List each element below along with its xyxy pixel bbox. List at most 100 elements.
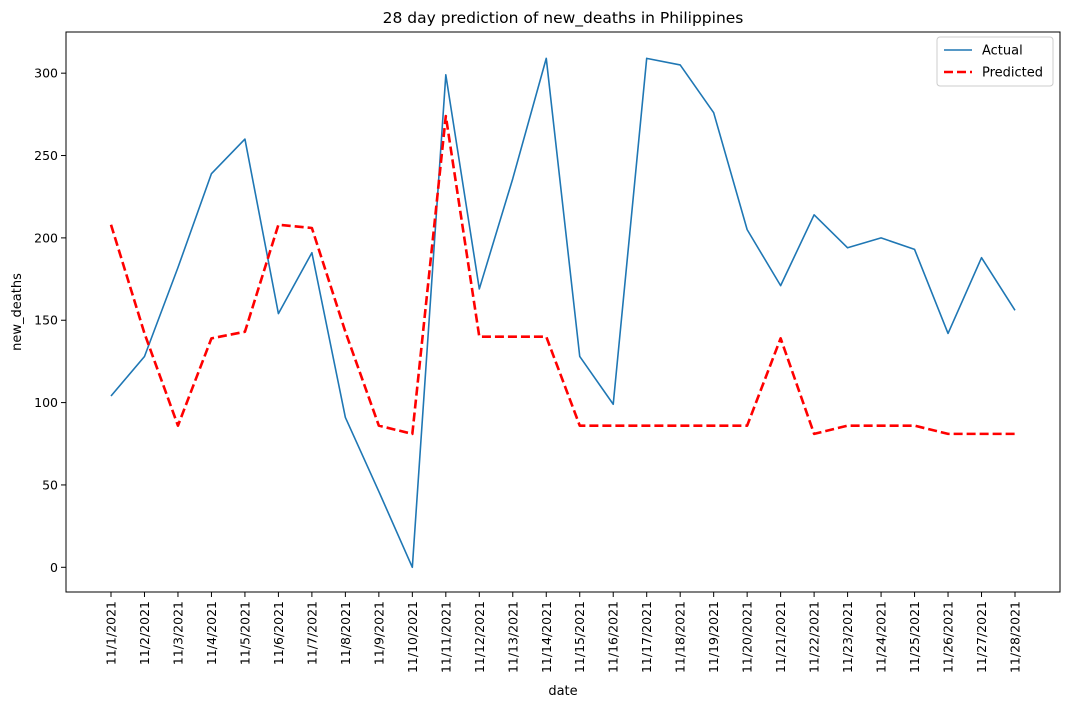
point-actual-10	[411, 566, 413, 568]
x-tick-label-13: 11/13/2021	[505, 601, 520, 673]
point-predicted-20	[746, 424, 748, 426]
point-predicted-21	[779, 337, 781, 339]
x-tick-label-23: 11/23/2021	[840, 601, 855, 673]
x-tick-label-16: 11/16/2021	[606, 601, 621, 673]
point-predicted-19	[712, 424, 714, 426]
point-predicted-17	[646, 424, 648, 426]
point-predicted-13	[512, 336, 514, 338]
y-tick-label-0: 0	[50, 560, 58, 575]
x-tick-label-3: 11/3/2021	[170, 601, 185, 665]
point-actual-12	[478, 288, 480, 290]
x-tick-label-19: 11/19/2021	[706, 601, 721, 673]
point-predicted-11	[445, 115, 447, 117]
x-tick-label-9: 11/9/2021	[371, 601, 386, 665]
point-predicted-26	[947, 433, 949, 435]
point-actual-11	[445, 74, 447, 76]
legend-label-actual: Actual	[982, 44, 1023, 59]
point-actual-3	[177, 266, 179, 268]
series-line-actual	[110, 57, 1016, 569]
point-actual-18	[679, 64, 681, 66]
point-actual-9	[378, 490, 380, 492]
point-predicted-1	[110, 224, 112, 226]
point-actual-22	[813, 214, 815, 216]
y-tick-label-50: 50	[42, 477, 58, 492]
point-actual-8	[344, 416, 346, 418]
point-actual-23	[846, 247, 848, 249]
x-tick-label-15: 11/15/2021	[572, 601, 587, 673]
point-predicted-3	[177, 424, 179, 426]
x-tick-label-14: 11/14/2021	[539, 601, 554, 673]
point-actual-1	[110, 395, 112, 397]
y-axis: 0 50 100 150 200 250 300	[34, 66, 66, 575]
point-predicted-12	[478, 336, 480, 338]
point-actual-21	[779, 284, 781, 286]
y-tick-label-250: 250	[34, 148, 58, 163]
point-predicted-25	[913, 424, 915, 426]
point-predicted-28	[1014, 433, 1016, 435]
point-actual-14	[545, 57, 547, 59]
point-actual-6	[277, 312, 279, 314]
point-predicted-18	[679, 424, 681, 426]
y-tick-label-100: 100	[34, 395, 58, 410]
x-tick-label-11: 11/11/2021	[438, 601, 453, 673]
x-tick-label-27: 11/27/2021	[974, 601, 989, 673]
point-actual-20	[746, 228, 748, 230]
x-tick-label-5: 11/5/2021	[237, 601, 252, 665]
x-tick-label-4: 11/4/2021	[204, 601, 219, 665]
point-predicted-27	[980, 433, 982, 435]
point-actual-17	[646, 57, 648, 59]
x-tick-label-12: 11/12/2021	[472, 601, 487, 673]
x-tick-label-1: 11/1/2021	[104, 601, 119, 665]
point-actual-16	[612, 403, 614, 405]
point-actual-7	[311, 252, 313, 254]
chart-title: 28 day prediction of new_deaths in Phili…	[383, 9, 744, 28]
point-actual-19	[712, 112, 714, 114]
point-predicted-7	[311, 227, 313, 229]
y-tick-label-150: 150	[34, 313, 58, 328]
y-tick-label-300: 300	[34, 66, 58, 81]
x-tick-label-21: 11/21/2021	[773, 601, 788, 673]
point-actual-15	[579, 355, 581, 357]
x-tick-label-8: 11/8/2021	[338, 601, 353, 665]
point-predicted-10	[411, 433, 413, 435]
x-tick-label-17: 11/17/2021	[639, 601, 654, 673]
point-predicted-9	[378, 424, 380, 426]
point-predicted-15	[579, 424, 581, 426]
x-tick-label-18: 11/18/2021	[673, 601, 688, 673]
series-layer	[109, 57, 1016, 569]
legend: Actual Predicted	[936, 36, 1054, 87]
x-tick-label-22: 11/22/2021	[807, 601, 822, 673]
x-tick-label-25: 11/25/2021	[907, 601, 922, 673]
legend-label-predicted: Predicted	[982, 66, 1043, 81]
point-actual-4	[210, 172, 212, 174]
point-predicted-16	[612, 424, 614, 426]
point-actual-25	[913, 248, 915, 250]
x-axis: 11/1/2021 11/2/2021 11/3/2021 11/4/2021 11/5…	[104, 592, 1023, 673]
point-predicted-8	[344, 331, 346, 333]
point-actual-13	[512, 177, 514, 179]
x-tick-label-10: 11/10/2021	[405, 601, 420, 673]
x-tick-label-2: 11/2/2021	[137, 601, 152, 665]
x-tick-label-7: 11/7/2021	[304, 601, 319, 665]
x-tick-label-28: 11/28/2021	[1008, 601, 1023, 673]
point-actual-27	[980, 256, 982, 258]
x-axis-title: date	[548, 684, 577, 699]
point-predicted-6	[277, 224, 279, 226]
point-predicted-4	[210, 337, 212, 339]
point-actual-26	[947, 332, 949, 334]
x-tick-label-24: 11/24/2021	[874, 601, 889, 673]
point-predicted-14	[545, 336, 547, 338]
point-predicted-5	[244, 331, 246, 333]
series-line-predicted	[109, 114, 1015, 436]
plot-area	[65, 31, 1061, 593]
x-tick-label-6: 11/6/2021	[271, 601, 286, 665]
point-actual-24	[880, 237, 882, 239]
point-predicted-22	[813, 433, 815, 435]
y-axis-title: new_deaths	[10, 273, 25, 351]
point-predicted-23	[846, 424, 848, 426]
point-actual-2	[143, 355, 145, 357]
point-actual-5	[244, 138, 246, 140]
x-tick-label-26: 11/26/2021	[941, 601, 956, 673]
point-predicted-24	[880, 424, 882, 426]
